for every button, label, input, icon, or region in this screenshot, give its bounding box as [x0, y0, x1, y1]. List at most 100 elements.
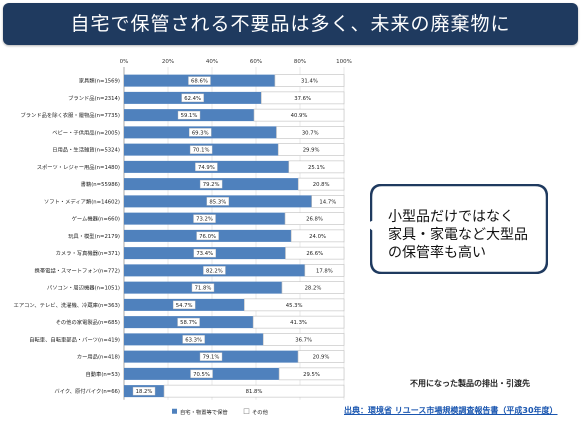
data-label-box [303, 249, 326, 258]
data-label-other: 41.3% [290, 320, 307, 326]
source-title: 不用になった製品の排出・引渡先 [410, 379, 530, 388]
category-label: 玩具・模型(n=2179) [68, 232, 120, 240]
data-label-box [189, 128, 212, 137]
data-label-other: 45.3% [286, 303, 303, 309]
data-label-box [301, 283, 324, 292]
data-label-other: 30.7% [302, 130, 319, 136]
x-axis-ticks: 0% 20% 40% 60% 80% 100% [120, 59, 352, 65]
x-tick-label: 20% [162, 59, 174, 65]
x-tick-label: 80% [294, 59, 306, 65]
data-label-box [310, 180, 333, 189]
data-label-box [243, 387, 266, 396]
data-label-stored: 82.2% [206, 268, 223, 274]
category-label: ベビー・子供用品(n=2005) [52, 128, 120, 136]
data-label-box [172, 300, 196, 310]
data-label-stored: 18.2% [136, 389, 153, 395]
data-label-other: 17.8% [316, 268, 333, 274]
legend-swatch-other [243, 408, 250, 414]
data-label-box [300, 369, 323, 378]
data-label-box [203, 266, 226, 275]
data-label-box [310, 352, 333, 361]
x-tick-label: 60% [250, 59, 262, 65]
category-label: バイク、原付バイク(n=66) [54, 387, 120, 395]
data-label-box [299, 128, 322, 137]
data-label-stored: 71.8% [195, 286, 212, 292]
data-label-box [292, 335, 315, 344]
data-label-stored: 70.5% [193, 372, 210, 378]
data-label-box [195, 162, 218, 172]
category-labels: 家具類(n=1569) ブランド品(n=2314) ブランド品を除く衣服・履物品(n… [14, 77, 120, 396]
data-label-stored: 79.1% [203, 355, 220, 361]
data-label-other: 20.8% [313, 182, 330, 188]
category-label: 書籍(n=55986) [81, 180, 120, 188]
data-label-stored: 76.0% [199, 234, 216, 240]
data-label-box [206, 197, 230, 206]
data-label-box [306, 231, 329, 240]
data-label-other: 20.9% [313, 355, 330, 361]
category-label: その他の家電製品(n=685) [56, 318, 120, 326]
category-label: エアコン、テレビ、洗濯機、冷蔵庫(n=363) [14, 301, 120, 309]
data-label-stored: 59.1% [181, 113, 198, 119]
data-label-other: 26.8% [306, 217, 323, 223]
data-label-other: 29.9% [303, 148, 320, 154]
data-label-box [313, 266, 336, 275]
data-label-other: 36.7% [295, 337, 312, 343]
data-label-box [191, 283, 215, 292]
data-label-other: 31.4% [301, 79, 318, 85]
data-label-box [193, 214, 216, 223]
data-label-box [181, 93, 204, 103]
category-label: ブランド品を除く衣服・履物品(n=7735) [20, 111, 120, 119]
x-tick-label: 0% [120, 59, 129, 65]
data-label-box [196, 231, 219, 241]
data-label-stored: 69.3% [192, 130, 209, 136]
data-label-box [177, 317, 200, 327]
data-label-box [291, 93, 314, 102]
data-label-box [303, 214, 326, 223]
data-label-other: 40.9% [291, 113, 308, 119]
data-label-box [188, 76, 211, 85]
source-citation: 出典：環境省 リユース市場規模調査報告書（平成30年度） [344, 406, 558, 415]
data-label-other: 28.2% [305, 286, 322, 292]
data-label-other: 29.5% [303, 372, 320, 378]
data-label-stored: 79.2% [203, 182, 220, 188]
category-label: ソフト・メディア類(n=14602) [44, 197, 120, 205]
data-label-stored: 70.1% [193, 148, 210, 154]
x-tick-label: 40% [206, 59, 218, 65]
data-label-stored: 73.4% [196, 251, 213, 257]
data-label-stored: 74.9% [198, 165, 215, 171]
data-label-stored: 58.7% [180, 320, 197, 326]
data-label-other: 25.1% [308, 165, 325, 171]
data-label-stored: 85.3% [209, 199, 226, 205]
category-label: 家具類(n=1569) [79, 77, 120, 85]
data-label-other: 81.8% [246, 389, 263, 395]
data-label-box [199, 179, 223, 189]
data-label-box [316, 197, 339, 206]
data-label-box [132, 386, 156, 396]
category-label: パソコン・周辺機器(n=1051) [47, 284, 120, 292]
data-label-other: 24.0% [309, 234, 326, 240]
data-label-stored: 62.4% [184, 96, 201, 102]
data-label-box [300, 145, 323, 154]
data-label-stored: 73.2% [196, 217, 213, 223]
category-label: カー用品(n=418) [77, 354, 120, 361]
data-label-stored: 63.3% [185, 337, 202, 343]
category-label: 日用品・生活雑貨(n=5324) [52, 146, 120, 154]
data-label-other: 14.7% [319, 199, 336, 205]
title-banner: 自宅で保管される不要品は多く、未来の廃棄物に [3, 3, 578, 45]
stacked-bar-chart: 0% 20% 40% 60% 80% 100% 68.6% 31.4% 62.4% 37.6% 5… [14, 59, 352, 416]
legend-label-other: その他 [252, 408, 269, 416]
callout-bubble [370, 184, 548, 274]
page-title: 自宅で保管される不要品は多く、未来の廃棄物に [70, 13, 511, 35]
data-label-other: 26.6% [306, 251, 323, 257]
data-label-box [193, 248, 216, 258]
callout-text: 小型品だけではなく 家具・家電など大型品 の保管率も高い [388, 209, 528, 261]
data-label-box [189, 145, 213, 154]
category-label: 自動車(n=53) [85, 370, 120, 378]
data-label-box [177, 110, 201, 120]
category-label: 自転車、自転車部品・パーツ(n=419) [29, 335, 120, 343]
category-label: ブランド品(n=2314) [68, 94, 120, 102]
data-label-box [182, 335, 205, 344]
category-label: 携帯電話・スマートフォン(n=772) [35, 266, 120, 274]
data-label-box [298, 76, 321, 85]
x-tick-label: 100% [336, 59, 352, 65]
